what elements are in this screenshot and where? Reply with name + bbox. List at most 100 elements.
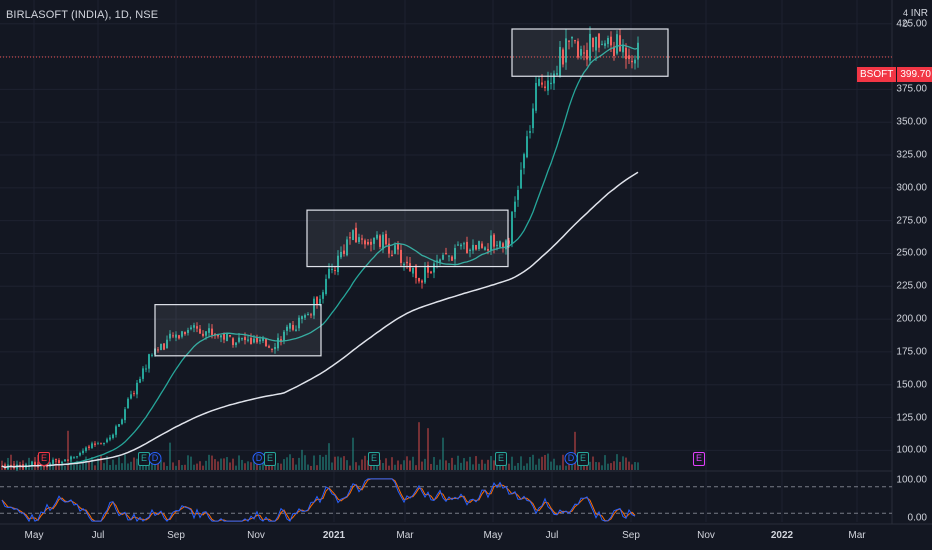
volume-bar: [376, 464, 378, 470]
volume-bar: [163, 462, 165, 470]
volume-bar: [286, 457, 288, 470]
earnings-event-icon[interactable]: E: [693, 452, 705, 466]
earnings-event-icon[interactable]: E: [495, 452, 507, 466]
candle-body: [370, 241, 372, 245]
candle-body: [91, 443, 93, 448]
candle-body: [634, 59, 636, 64]
candle-body: [163, 343, 165, 350]
earnings-event-icon[interactable]: E: [264, 452, 276, 466]
dividend-event-icon[interactable]: D: [564, 452, 578, 465]
volume-bar: [7, 457, 9, 470]
candle-body: [325, 278, 327, 294]
candle-body: [31, 462, 33, 466]
candle-body: [334, 270, 336, 272]
volume-bar: [322, 456, 324, 470]
volume-bar: [112, 459, 114, 470]
volume-bar: [196, 463, 198, 470]
volume-bar: [631, 464, 633, 470]
candle-body: [34, 462, 36, 465]
candle-body: [112, 434, 114, 438]
dividend-event-icon[interactable]: D: [252, 452, 266, 465]
volume-bar: [235, 465, 237, 470]
candle-body: [484, 247, 486, 250]
volume-bar: [469, 456, 471, 470]
time-tick-label: May: [483, 530, 503, 541]
volume-bar: [328, 443, 330, 470]
candle-body: [208, 328, 210, 333]
candle-body: [241, 338, 243, 340]
volume-bar: [184, 464, 186, 470]
volume-bar: [283, 459, 285, 470]
candle-body: [88, 446, 90, 449]
volume-bar: [208, 454, 210, 470]
candle-body: [454, 248, 456, 260]
time-tick-label: Nov: [247, 530, 265, 541]
candle-body: [223, 333, 225, 340]
volume-bar: [79, 464, 81, 470]
volume-bar: [589, 461, 591, 470]
candle-body: [109, 437, 111, 440]
volume-bar: [241, 459, 243, 470]
volume-bar: [517, 463, 519, 470]
candle-body: [604, 43, 606, 46]
candle-body: [568, 40, 570, 42]
volume-bar: [463, 458, 465, 470]
candle-body: [100, 443, 102, 445]
volume-bar: [166, 465, 168, 470]
volume-bar: [541, 456, 543, 470]
candle-body: [391, 254, 393, 256]
volume-bar: [193, 464, 195, 470]
candle-body: [487, 248, 489, 251]
candle-body: [196, 326, 198, 329]
volume-bar: [130, 461, 132, 470]
candle-body: [244, 337, 246, 341]
candle-body: [607, 38, 609, 45]
candle-body: [622, 44, 624, 53]
candle-body: [238, 337, 240, 342]
earnings-event-icon[interactable]: E: [38, 452, 50, 466]
volume-bar: [499, 465, 501, 470]
candle-body: [490, 235, 492, 251]
candle-body: [337, 255, 339, 273]
volume-bar: [415, 465, 417, 470]
candle-body: [289, 323, 291, 329]
candle-body: [331, 269, 333, 271]
price-tick-label: 250.00: [896, 247, 927, 259]
volume-bar: [562, 454, 564, 470]
candle-body: [304, 315, 306, 318]
volume-bar: [301, 449, 303, 470]
dividend-event-icon[interactable]: D: [148, 452, 162, 465]
consolidation-box: [511, 28, 669, 77]
candle-body: [445, 253, 447, 255]
volume-bar: [436, 464, 438, 470]
candle-body: [481, 243, 483, 248]
volume-bar: [472, 464, 474, 470]
volume-bar: [121, 463, 123, 470]
candle-body: [61, 461, 63, 464]
candle-body: [52, 459, 54, 464]
candle-body: [151, 354, 153, 356]
candle-body: [409, 263, 411, 272]
earnings-event-icon[interactable]: E: [368, 452, 380, 466]
candle-body: [94, 443, 96, 445]
volume-bar: [595, 462, 597, 470]
candle-body: [388, 243, 390, 254]
volume-bar: [418, 422, 420, 470]
volume-bar: [331, 462, 333, 470]
volume-bar: [388, 465, 390, 470]
time-tick-label: Sep: [167, 530, 185, 541]
candle-body: [574, 40, 576, 42]
volume-bar: [262, 461, 264, 470]
volume-bar: [307, 464, 309, 470]
candle-body: [343, 250, 345, 254]
candle-body: [517, 190, 519, 200]
time-tick-label: Sep: [622, 530, 640, 541]
oscillator-tick-label: 0.00: [907, 512, 927, 524]
earnings-event-icon[interactable]: E: [577, 452, 589, 466]
volume-bar: [547, 453, 549, 470]
volume-bar: [484, 463, 486, 470]
time-tick-label: 2021: [322, 530, 346, 541]
volume-bar: [406, 456, 408, 470]
price-tick-label: 425.00: [896, 18, 927, 30]
